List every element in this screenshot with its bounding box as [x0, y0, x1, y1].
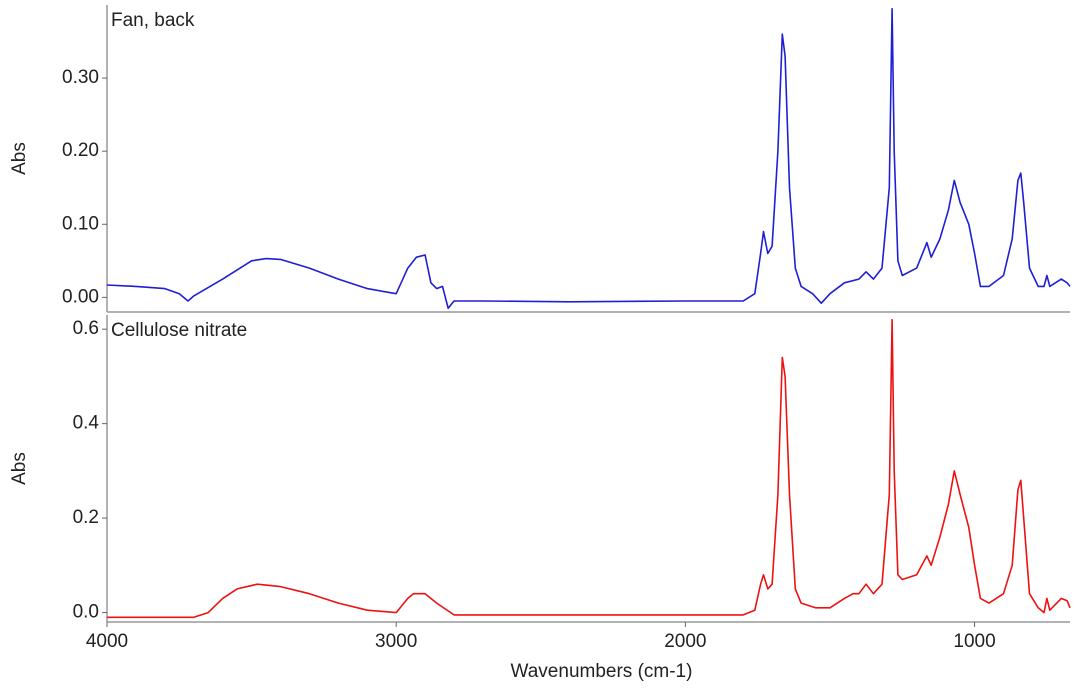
y-tick-label: 0.6 [73, 318, 99, 339]
y-tick-label: 0.10 [62, 213, 99, 234]
y-tick-label: 0.00 [62, 286, 99, 307]
spectrum-line [106, 7, 1071, 310]
spectrum-line [107, 318, 1071, 619]
y-tick-label: 0.4 [73, 413, 100, 434]
x-tick-label: 2000 [664, 631, 706, 652]
panel-title: Fan, back [111, 10, 195, 31]
y-tick-label: 0.0 [73, 602, 99, 623]
x-tick-label: 4000 [86, 631, 128, 652]
y-tick-label: 0.20 [62, 140, 99, 161]
x-axis-label: Wavenumbers (cm-1) [511, 661, 693, 682]
x-tick-label: 1000 [953, 631, 995, 652]
y-tick-label: 0.30 [62, 67, 99, 88]
x-tick-label: 3000 [375, 631, 417, 652]
y-axis-label: Abs [9, 142, 30, 175]
panel-title: Cellulose nitrate [111, 320, 247, 341]
y-axis-label: Abs [9, 452, 30, 485]
y-tick-label: 0.2 [73, 507, 99, 528]
